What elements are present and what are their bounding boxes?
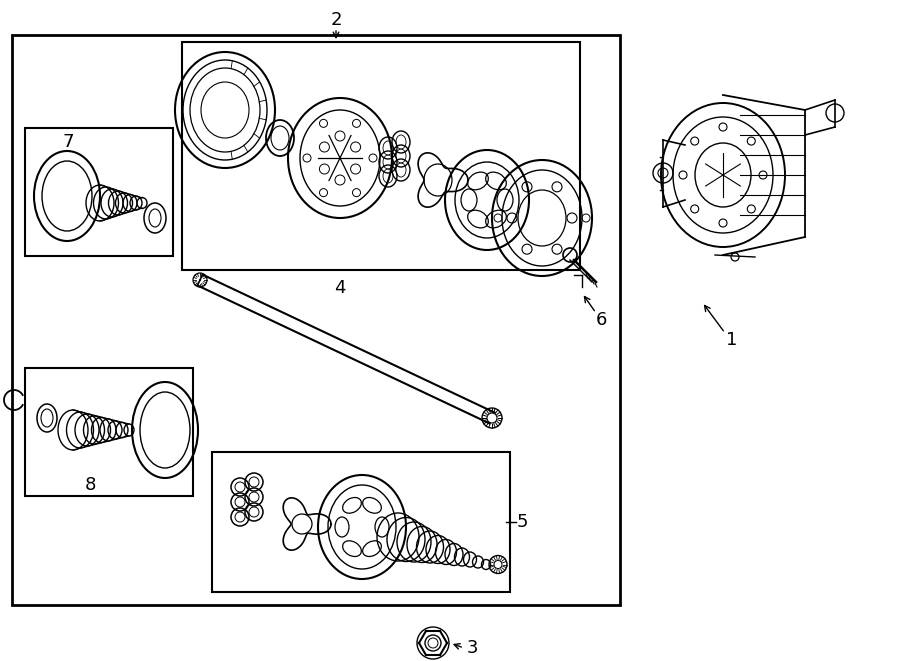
- Bar: [12, 35, 620, 605]
- Text: 8: 8: [85, 476, 95, 494]
- Bar: [182, 42, 580, 270]
- Bar: [25, 368, 193, 496]
- Bar: [25, 128, 173, 256]
- Text: 7: 7: [62, 133, 74, 151]
- Text: 2: 2: [330, 11, 342, 29]
- Text: 1: 1: [726, 331, 738, 349]
- Text: 6: 6: [595, 311, 607, 329]
- Bar: [212, 452, 510, 592]
- Text: 4: 4: [334, 279, 346, 297]
- Text: 3: 3: [466, 639, 478, 657]
- Text: 5: 5: [517, 513, 527, 531]
